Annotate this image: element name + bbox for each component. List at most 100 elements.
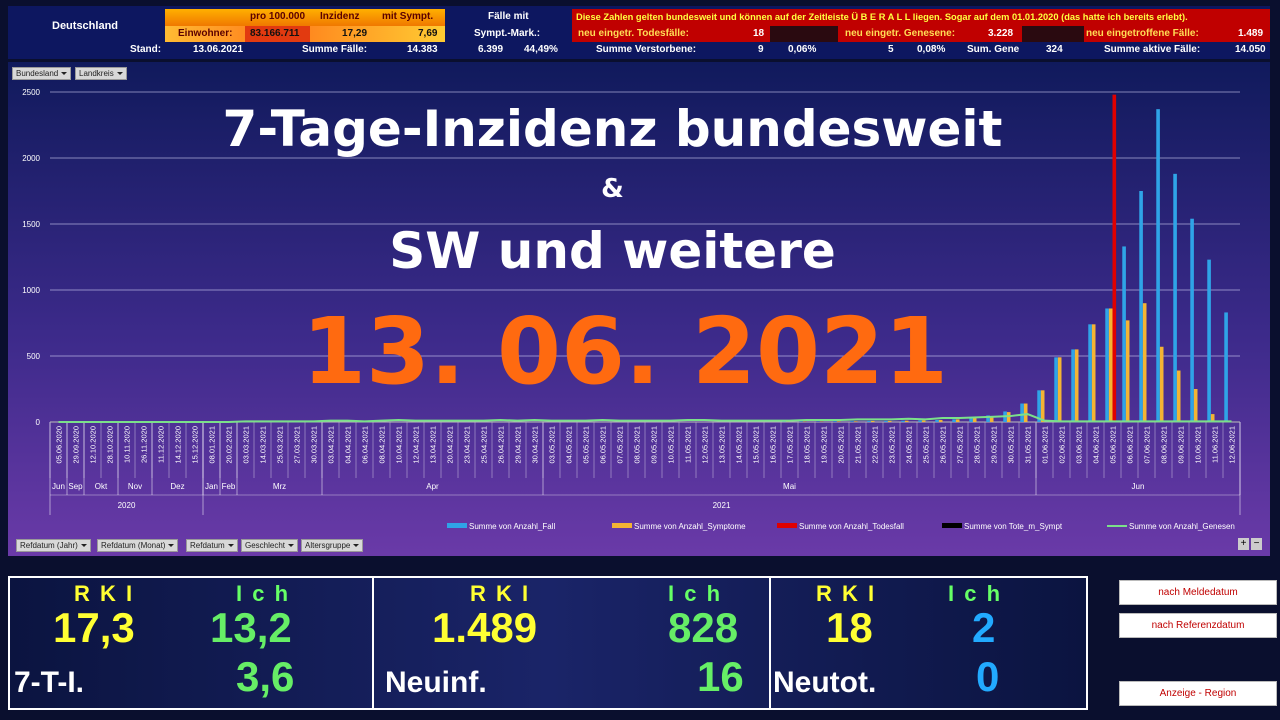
x-tick-label: 08.06.2021: [1160, 426, 1169, 464]
x-tick-label: 03.03.2021: [242, 426, 251, 464]
x-tick-label: 10.11.2020: [123, 426, 132, 463]
x-tick-label: 12.04.2021: [412, 426, 421, 464]
value: 6.399: [478, 44, 504, 55]
x-tick-label: 10.06.2021: [1194, 426, 1203, 464]
value: 0,08%: [917, 44, 946, 55]
ich-value: 13,2: [210, 604, 292, 651]
x-tick-label: 15.05.2021: [752, 426, 761, 464]
filter-button[interactable]: Bundesland: [12, 67, 72, 80]
x-tick-label: 04.06.2021: [1092, 426, 1101, 464]
x-tick-label: 13.05.2021: [718, 426, 727, 464]
cell: [770, 26, 838, 42]
group-label: 2020: [118, 501, 136, 510]
group-label: Dez: [170, 482, 184, 491]
x-tick-label: 28.10.2020: [106, 426, 115, 464]
bar: [1074, 349, 1079, 422]
bar: [1112, 94, 1117, 422]
action-button[interactable]: nach Referenzdatum: [1119, 613, 1277, 638]
bar: [1210, 414, 1215, 422]
x-tick-label: 05.06.2021: [1109, 426, 1118, 464]
bar: [1088, 324, 1092, 422]
x-tick-label: 23.05.2021: [888, 426, 897, 464]
x-tick-label: 19.05.2021: [820, 426, 829, 464]
bar: [1091, 324, 1096, 422]
filter-button[interactable]: Refdatum: [186, 539, 238, 552]
label: Sum. Gene: [967, 44, 1020, 55]
zoom-button[interactable]: +: [1238, 538, 1249, 550]
x-tick-label: 07.05.2021: [616, 426, 625, 464]
col-label: pro 100.000: [250, 11, 306, 22]
bar: [989, 416, 994, 422]
x-tick-label: 04.05.2021: [565, 426, 574, 464]
x-tick-label: 14.05.2021: [735, 426, 744, 464]
x-tick-label: 09.06.2021: [1177, 426, 1186, 464]
rki-label: R K I: [816, 581, 877, 606]
bar: [853, 421, 858, 422]
group-label: Okt: [95, 482, 108, 491]
action-button[interactable]: Anzeige - Region: [1119, 681, 1277, 706]
filter-button[interactable]: Altersgruppe: [301, 539, 364, 552]
value: 83.166.711: [250, 28, 300, 39]
ich-label: I c h: [668, 581, 723, 606]
y-tick-label: 1500: [22, 220, 40, 229]
x-tick-label: 03.04.2021: [327, 426, 336, 464]
bar: [935, 420, 939, 422]
x-tick-label: 10.05.2021: [667, 426, 676, 464]
bar: [833, 421, 837, 422]
panel-label: 7-T-I.: [14, 666, 85, 699]
bar: [969, 418, 973, 422]
legend-label: Summe von Tote_m_Sympt: [964, 522, 1063, 531]
bar: [1054, 357, 1058, 422]
col-label: mit Sympt.: [382, 11, 434, 22]
filter-button[interactable]: Landkreis: [75, 67, 127, 80]
value: 14.383: [407, 44, 438, 55]
x-tick-label: 28.05.2021: [973, 426, 982, 464]
x-tick-label: 30.05.2021: [1007, 426, 1016, 464]
label: Fälle mit: [488, 11, 529, 22]
ich-value-2: 3,6: [236, 653, 295, 700]
zoom-button[interactable]: −: [1251, 538, 1262, 550]
x-tick-label: 20.04.2021: [446, 426, 455, 464]
col-label: Inzidenz: [320, 11, 360, 22]
x-tick-label: 06.06.2021: [1126, 426, 1135, 464]
ich-value: 2: [972, 604, 996, 651]
x-tick-label: 30.03.2021: [310, 426, 319, 464]
x-tick-label: 11.12.2020: [157, 426, 166, 463]
rki-value: 18: [826, 604, 873, 651]
x-tick-label: 27.03.2021: [293, 426, 302, 464]
rki-label: R K I: [470, 581, 531, 606]
action-button[interactable]: nach Meldedatum: [1119, 580, 1277, 605]
value: 14.050: [1235, 44, 1266, 55]
filter-button[interactable]: Refdatum (Jahr): [16, 539, 91, 552]
x-tick-label: 25.03.2021: [276, 426, 285, 464]
legend-swatch: [1107, 525, 1127, 527]
bar: [1190, 218, 1194, 422]
x-tick-label: 29.09.2020: [72, 426, 81, 464]
x-tick-label: 26.11.2020: [140, 426, 149, 463]
filter-button[interactable]: Refdatum (Monat): [97, 539, 179, 552]
overlay-subtitle: SW und weitere: [389, 222, 836, 280]
bar: [1156, 109, 1160, 422]
x-tick-label: 04.04.2021: [344, 426, 353, 464]
filter-button[interactable]: Geschlecht: [241, 539, 299, 552]
x-tick-label: 13.04.2021: [429, 426, 438, 464]
bar: [1040, 390, 1045, 422]
value: 18: [753, 28, 765, 39]
label: neu eingetr. Genesene:: [845, 28, 956, 39]
x-tick-label: 07.06.2021: [1143, 426, 1152, 464]
bar: [1037, 390, 1041, 422]
y-tick-label: 0: [36, 418, 41, 427]
cell: [1022, 26, 1084, 42]
bar: [938, 420, 943, 422]
bar: [1105, 308, 1109, 422]
y-tick-label: 500: [27, 352, 41, 361]
line: [58, 413, 1232, 423]
y-tick-label: 2000: [22, 154, 40, 163]
bar: [986, 415, 990, 422]
legend-label: Summe von Anzahl_Genesen: [1129, 522, 1235, 531]
banner: Diese Zahlen gelten bundesweit und könne…: [576, 12, 1188, 22]
x-tick-label: 15.12.2020: [191, 426, 200, 464]
x-tick-label: 25.05.2021: [922, 426, 931, 464]
x-tick-label: 05.05.2021: [582, 426, 591, 464]
